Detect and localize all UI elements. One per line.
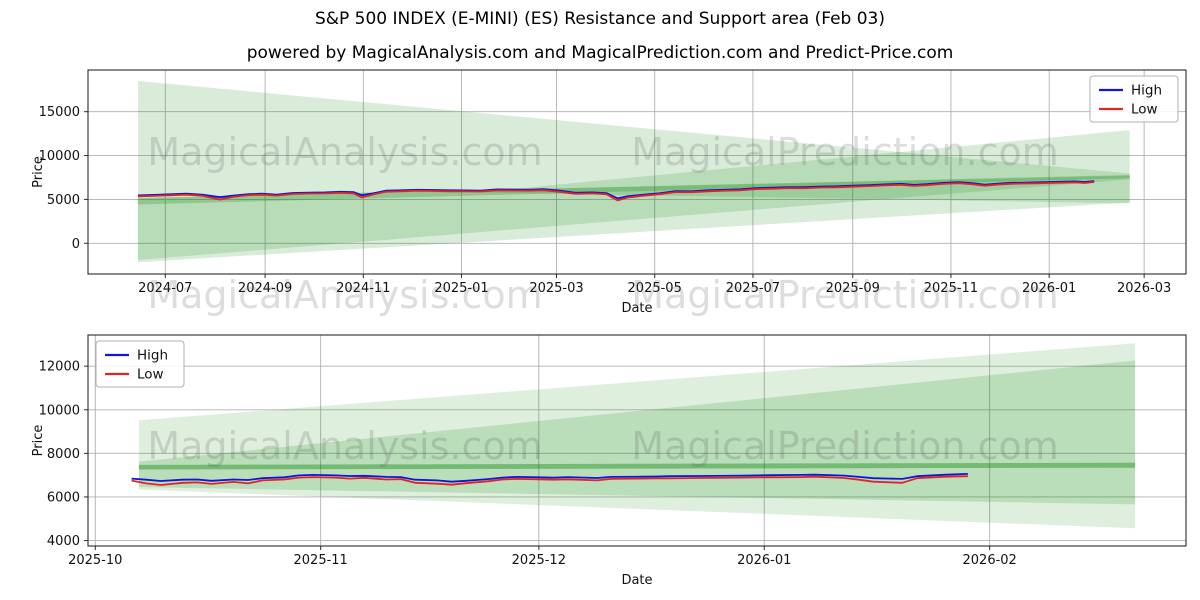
figure-subtitle: powered by MagicalAnalysis.com and Magic… <box>246 43 954 63</box>
band-forecast-fan <box>476 130 1130 204</box>
x-tick-label: 2026-03 <box>1117 281 1171 296</box>
watermark-text: MagicalAnalysis.com <box>147 130 542 174</box>
x-tick-label: 2025-11 <box>924 281 978 296</box>
y-tick-label: 8000 <box>47 447 80 462</box>
x-tick-label: 2025-05 <box>628 281 682 296</box>
legend-high-label: High <box>137 348 168 364</box>
y-axis-label: Price <box>31 425 46 457</box>
watermark-text: MagicalPrediction.com <box>631 424 1059 468</box>
x-tick-label: 2025-03 <box>529 281 583 296</box>
legend: High Low <box>1089 75 1179 123</box>
legend-high-label: High <box>1131 83 1162 99</box>
watermark-text: MagicalPrediction.com <box>631 130 1059 174</box>
chart-recent-zoom: 4000 6000 8000 10000 12000 2025-10 2025-11 2025… <box>31 334 1187 588</box>
legend-low-label: Low <box>137 367 164 383</box>
y-axis-label: Price <box>31 156 46 188</box>
chart-overview: 0 5000 10000 15000 2024-07 2024-09 2024-11 2025… <box>31 69 1187 316</box>
watermark-text: MagicalAnalysis.com <box>147 273 542 317</box>
x-tick-label: 2025-10 <box>68 553 122 568</box>
x-axis-label: Date <box>621 573 652 588</box>
legend-box <box>95 340 185 388</box>
axes-frame <box>87 334 1187 547</box>
x-tick-label: 2025-09 <box>826 281 880 296</box>
y-tick-label: 5000 <box>47 193 80 208</box>
band-inner-converging-wedge <box>137 175 1130 260</box>
band-resistance-band <box>138 462 1136 470</box>
band-support-band <box>137 175 1130 205</box>
x-tick-label: 2025-07 <box>726 281 780 296</box>
x-tick-label: 2026-01 <box>737 553 791 568</box>
y-tick-label: 15000 <box>39 105 80 120</box>
y-tick-label: 4000 <box>47 534 80 549</box>
x-tick-label: 2024-11 <box>336 281 390 296</box>
axes-frame <box>87 69 1187 275</box>
series-low-line <box>137 181 1095 202</box>
x-tick-label: 2025-12 <box>512 553 566 568</box>
watermark-text: MagicalPrediction.com <box>631 273 1059 317</box>
x-tick-label: 2025-01 <box>434 281 488 296</box>
x-tick-label: 2026-02 <box>963 553 1017 568</box>
legend-box <box>1089 75 1179 123</box>
band-inner-fan <box>138 360 1136 505</box>
band-outer-converging-wedge <box>137 81 1130 263</box>
x-tick-label: 2024-09 <box>238 281 292 296</box>
x-tick-label: 2026-01 <box>1022 281 1076 296</box>
y-tick-label: 0 <box>72 237 80 252</box>
figure-title: S&P 500 INDEX (E-MINI) (ES) Resistance a… <box>314 9 886 29</box>
y-tick-label: 10000 <box>39 403 80 418</box>
y-tick-label: 10000 <box>39 149 80 164</box>
legend-low-label: Low <box>1131 102 1158 118</box>
series-low-line <box>131 475 968 486</box>
x-axis-label: Date <box>621 301 652 316</box>
y-tick-label: 12000 <box>39 360 80 375</box>
watermark-text: MagicalAnalysis.com <box>147 424 542 468</box>
legend: High Low <box>95 340 185 388</box>
series-high-line <box>137 180 1095 200</box>
y-tick-label: 6000 <box>47 490 80 505</box>
series-high-line <box>131 473 968 483</box>
x-tick-label: 2024-07 <box>138 281 192 296</box>
x-tick-label: 2025-11 <box>294 553 348 568</box>
